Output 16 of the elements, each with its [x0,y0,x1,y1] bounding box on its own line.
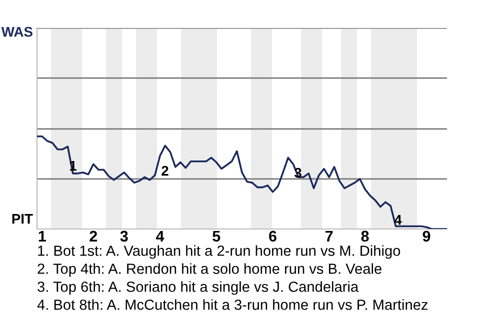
x-tick-label: 7 [326,230,333,242]
x-tick-label: 5 [212,230,220,242]
x-tick-label: 9 [422,230,430,242]
text: 4. Bot 8th: A. McCutchen hit a 3-run home run vs P. Martinez [37,299,428,310]
text: 2. Top 4th: A. Rendon hit a solo home run vs B. Veale [38,263,382,277]
text: 1. Bot 1st: A. Vaughan hit a 2-run home run vs M. Dihigo [38,245,400,259]
x-tick-label: 3 [120,230,128,242]
text: PIT [12,214,33,224]
x-tick-label: 1 [38,230,46,242]
x-tick-label: 4 [156,230,164,242]
text: WAS [1,26,32,37]
text: 3. Top 6th: A. Soriano hit a single vs J. Candelaria [38,281,359,295]
x-tick-label: 8 [361,230,369,242]
annotation: 2 [162,166,168,176]
x-tick-label: 2 [90,230,98,242]
x-tick-label: 6 [269,230,276,242]
